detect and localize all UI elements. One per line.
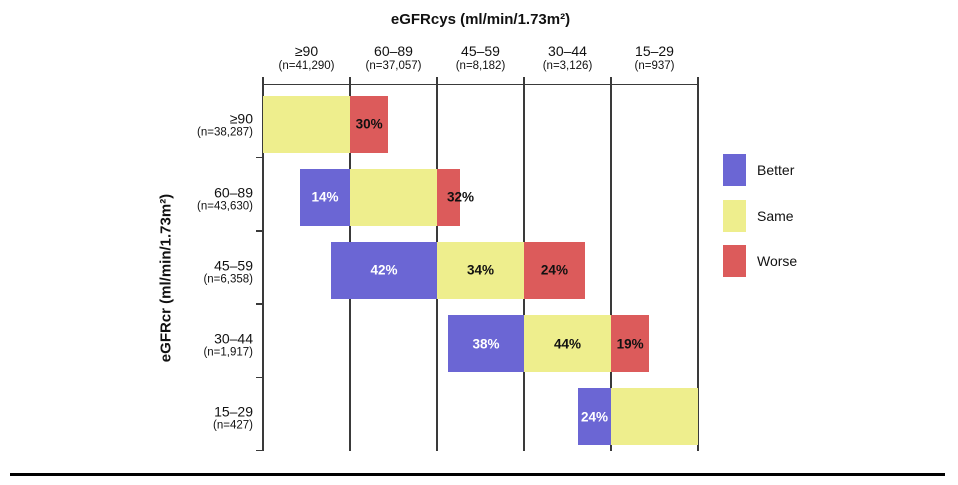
y-axis-label-4: 30–44 (n=1,917) xyxy=(140,331,253,360)
x-axis-tick xyxy=(523,77,525,85)
x-axis-title: eGFRcys (ml/min/1.73m²) xyxy=(390,11,571,28)
y-axis-title: eGFRcr (ml/min/1.73m²) xyxy=(157,193,175,363)
x-axis-header-3: 45–59 (n=8,182) xyxy=(437,43,524,73)
figure-bottom-rule xyxy=(10,473,945,477)
segment-label: 24% xyxy=(580,409,609,425)
legend-swatch-better xyxy=(723,154,746,186)
x-axis-header-2: 60–89 (n=37,057) xyxy=(350,43,437,73)
legend-label-better: Better xyxy=(757,162,795,178)
legend-label-worse: Worse xyxy=(757,253,798,269)
x-axis-tick xyxy=(436,77,438,85)
segment-label: 19% xyxy=(616,336,644,352)
x-axis-tick xyxy=(262,77,264,85)
legend-swatch-same xyxy=(723,199,746,232)
y-axis-label-n: (n=1,917) xyxy=(203,346,253,359)
y-axis-tick xyxy=(256,230,263,232)
y-axis-label-2: 60–89 (n=43,630) xyxy=(140,184,253,213)
y-axis-label-range: 30–44 xyxy=(214,330,253,347)
x-axis-tick xyxy=(610,77,612,85)
segment-same xyxy=(437,241,524,299)
y-axis-tick xyxy=(256,303,263,305)
x-axis-tick xyxy=(349,77,351,85)
y-axis-tick xyxy=(256,157,263,159)
segment-same xyxy=(350,168,437,226)
x-axis-header-n: (n=37,057) xyxy=(365,60,422,72)
legend-swatch-worse xyxy=(723,245,746,277)
x-axis-header-4: 30–44 (n=3,126) xyxy=(524,43,611,73)
segment-worse xyxy=(524,241,585,299)
x-axis-header-n: (n=3,126) xyxy=(542,60,593,72)
segment-worse xyxy=(611,315,650,373)
y-axis-label-1: ≥90 (n=38,287) xyxy=(140,111,253,140)
x-axis-header-range: 60–89 xyxy=(374,43,413,59)
legend-label-same: Same xyxy=(757,207,794,224)
y-axis-label-range: ≥90 xyxy=(229,110,253,127)
segment-label: 42% xyxy=(370,262,398,278)
y-axis-tick xyxy=(256,376,263,378)
x-axis-header-1: ≥90 (n=41,290) xyxy=(263,43,350,73)
vertical-gridline xyxy=(436,84,438,451)
segment-better xyxy=(447,315,524,373)
segment-same xyxy=(263,95,350,153)
y-axis-label-n: (n=43,630) xyxy=(197,200,253,213)
y-axis-label-range: 15–29 xyxy=(214,403,253,420)
x-axis-tick xyxy=(697,77,699,85)
segment-label: 32% xyxy=(446,189,474,205)
segment-better xyxy=(299,168,350,226)
segment-label: 14% xyxy=(311,189,339,205)
x-axis-header-n: (n=937) xyxy=(634,60,675,72)
y-axis-label-n: (n=6,358) xyxy=(203,273,253,286)
x-axis-line xyxy=(263,83,698,86)
vertical-gridline xyxy=(610,84,612,451)
y-axis-label-range: 60–89 xyxy=(214,184,253,201)
x-axis-header-n: (n=41,290) xyxy=(278,60,335,72)
plot-left-border xyxy=(262,84,264,451)
segment-worse xyxy=(350,95,389,153)
x-axis-header-range: 30–44 xyxy=(548,43,587,59)
segment-worse xyxy=(437,168,461,226)
x-axis-header-range: 15–29 xyxy=(635,43,674,59)
x-axis-header-range: ≥90 xyxy=(294,43,319,59)
segment-label: 44% xyxy=(553,336,582,352)
segment-better xyxy=(578,388,611,446)
y-axis-label-5: 15–29 (n=427) xyxy=(140,404,253,433)
segment-same xyxy=(524,315,611,373)
y-axis-label-3: 45–59 (n=6,358) xyxy=(140,257,253,286)
x-axis-header-5: 15–29 (n=937) xyxy=(611,43,698,73)
y-axis-label-n: (n=38,287) xyxy=(197,126,253,139)
segment-label: 38% xyxy=(472,336,500,352)
y-axis-label-range: 45–59 xyxy=(214,257,253,274)
segment-same xyxy=(611,388,698,446)
segment-better xyxy=(331,241,437,299)
x-axis-header-n: (n=8,182) xyxy=(455,60,506,72)
segment-label: 24% xyxy=(540,262,568,278)
y-axis-tick xyxy=(256,449,263,452)
y-axis-label-n: (n=427) xyxy=(213,419,253,432)
plot-right-border xyxy=(697,84,699,451)
segment-label: 34% xyxy=(466,262,495,278)
x-axis-header-range: 45–59 xyxy=(461,43,500,59)
segment-label: 30% xyxy=(355,116,383,132)
